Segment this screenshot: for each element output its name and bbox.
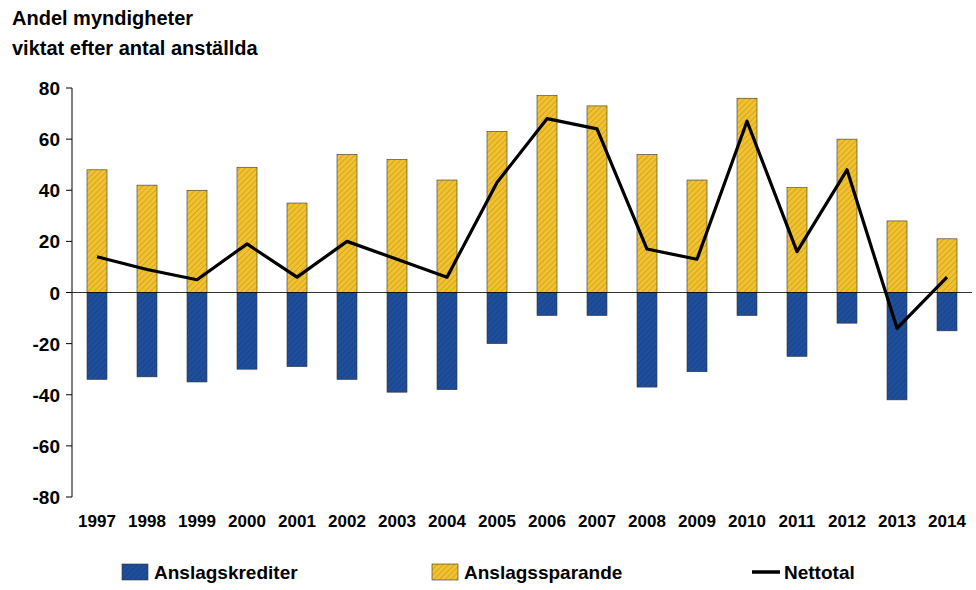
- subtitle: viktat efter antal anställda: [12, 37, 259, 59]
- bar: [287, 203, 307, 292]
- y-tick-label: -20: [33, 334, 60, 355]
- y-tick: [66, 343, 72, 344]
- legend-swatch: [432, 564, 458, 580]
- bar: [487, 131, 507, 292]
- x-tick-label: 2007: [578, 512, 616, 531]
- x-tick-label: 2011: [779, 512, 816, 531]
- bar: [287, 293, 307, 367]
- y-tick: [66, 241, 72, 242]
- bar: [137, 293, 157, 377]
- y-tick-label: 80: [39, 78, 60, 99]
- title: Andel myndigheter: [12, 7, 193, 29]
- legend-swatch: [122, 564, 148, 580]
- bar: [187, 293, 207, 382]
- y-tick-label: 40: [39, 180, 60, 201]
- x-tick-label: 2008: [628, 512, 666, 531]
- chart: Andel myndigheter viktat efter antal anst…: [0, 0, 976, 590]
- zero-line: [72, 292, 972, 293]
- bar: [837, 293, 857, 324]
- bar: [337, 154, 357, 292]
- x-tick-label: 1999: [178, 512, 216, 531]
- y-tick: [66, 88, 72, 89]
- x-tick-label: 2012: [828, 512, 866, 531]
- y-tick: [66, 292, 72, 293]
- x-tick-label: 2013: [878, 512, 916, 531]
- bar: [487, 293, 507, 344]
- legend-label: Anslagskrediter: [154, 562, 298, 583]
- x-tick-label: 2010: [728, 512, 766, 531]
- legend-label: Anslagssparande: [464, 562, 622, 583]
- bar: [737, 293, 757, 316]
- x-tick-label: 2014: [928, 512, 966, 531]
- bar: [387, 160, 407, 293]
- x-tick-label: 2002: [328, 512, 366, 531]
- y-tick-label: -60: [33, 436, 60, 457]
- y-tick: [66, 445, 72, 446]
- x-tick-label: 1997: [78, 512, 116, 531]
- line: [97, 119, 947, 329]
- y-tick: [66, 139, 72, 140]
- bar: [87, 170, 107, 293]
- bar: [537, 293, 557, 316]
- bar: [137, 185, 157, 292]
- bar: [237, 293, 257, 370]
- legend-swatch: [752, 570, 780, 574]
- bar: [337, 293, 357, 380]
- bar: [587, 293, 607, 316]
- y-tick-label: 0: [49, 283, 60, 304]
- x-tick-label: 2000: [228, 512, 266, 531]
- bar: [387, 293, 407, 393]
- bar: [637, 154, 657, 292]
- y-tick-label: -40: [33, 385, 60, 406]
- bar: [637, 293, 657, 388]
- bar: [437, 293, 457, 390]
- bar: [787, 293, 807, 357]
- x-tick-label: 2001: [278, 512, 316, 531]
- bar: [87, 293, 107, 380]
- bar: [687, 293, 707, 372]
- plot-area: [87, 96, 957, 400]
- x-tick-label: 1998: [128, 512, 166, 531]
- x-tick-label: 2006: [528, 512, 566, 531]
- x-tick-label: 2005: [478, 512, 516, 531]
- x-tick-label: 2009: [678, 512, 716, 531]
- y-tick: [66, 190, 72, 191]
- bar: [837, 139, 857, 292]
- y-tick: [66, 394, 72, 395]
- y-tick-label: 20: [39, 231, 60, 252]
- bar: [587, 106, 607, 293]
- legend-label: Nettotal: [784, 562, 855, 583]
- y-tick-label: 60: [39, 129, 60, 150]
- bar: [887, 221, 907, 293]
- y-tick: [66, 497, 72, 498]
- bar: [237, 167, 257, 292]
- bar: [737, 98, 757, 292]
- bar: [937, 293, 957, 331]
- x-tick-label: 2003: [378, 512, 416, 531]
- y-tick-label: -80: [33, 487, 60, 508]
- x-tick-label: 2004: [428, 512, 466, 531]
